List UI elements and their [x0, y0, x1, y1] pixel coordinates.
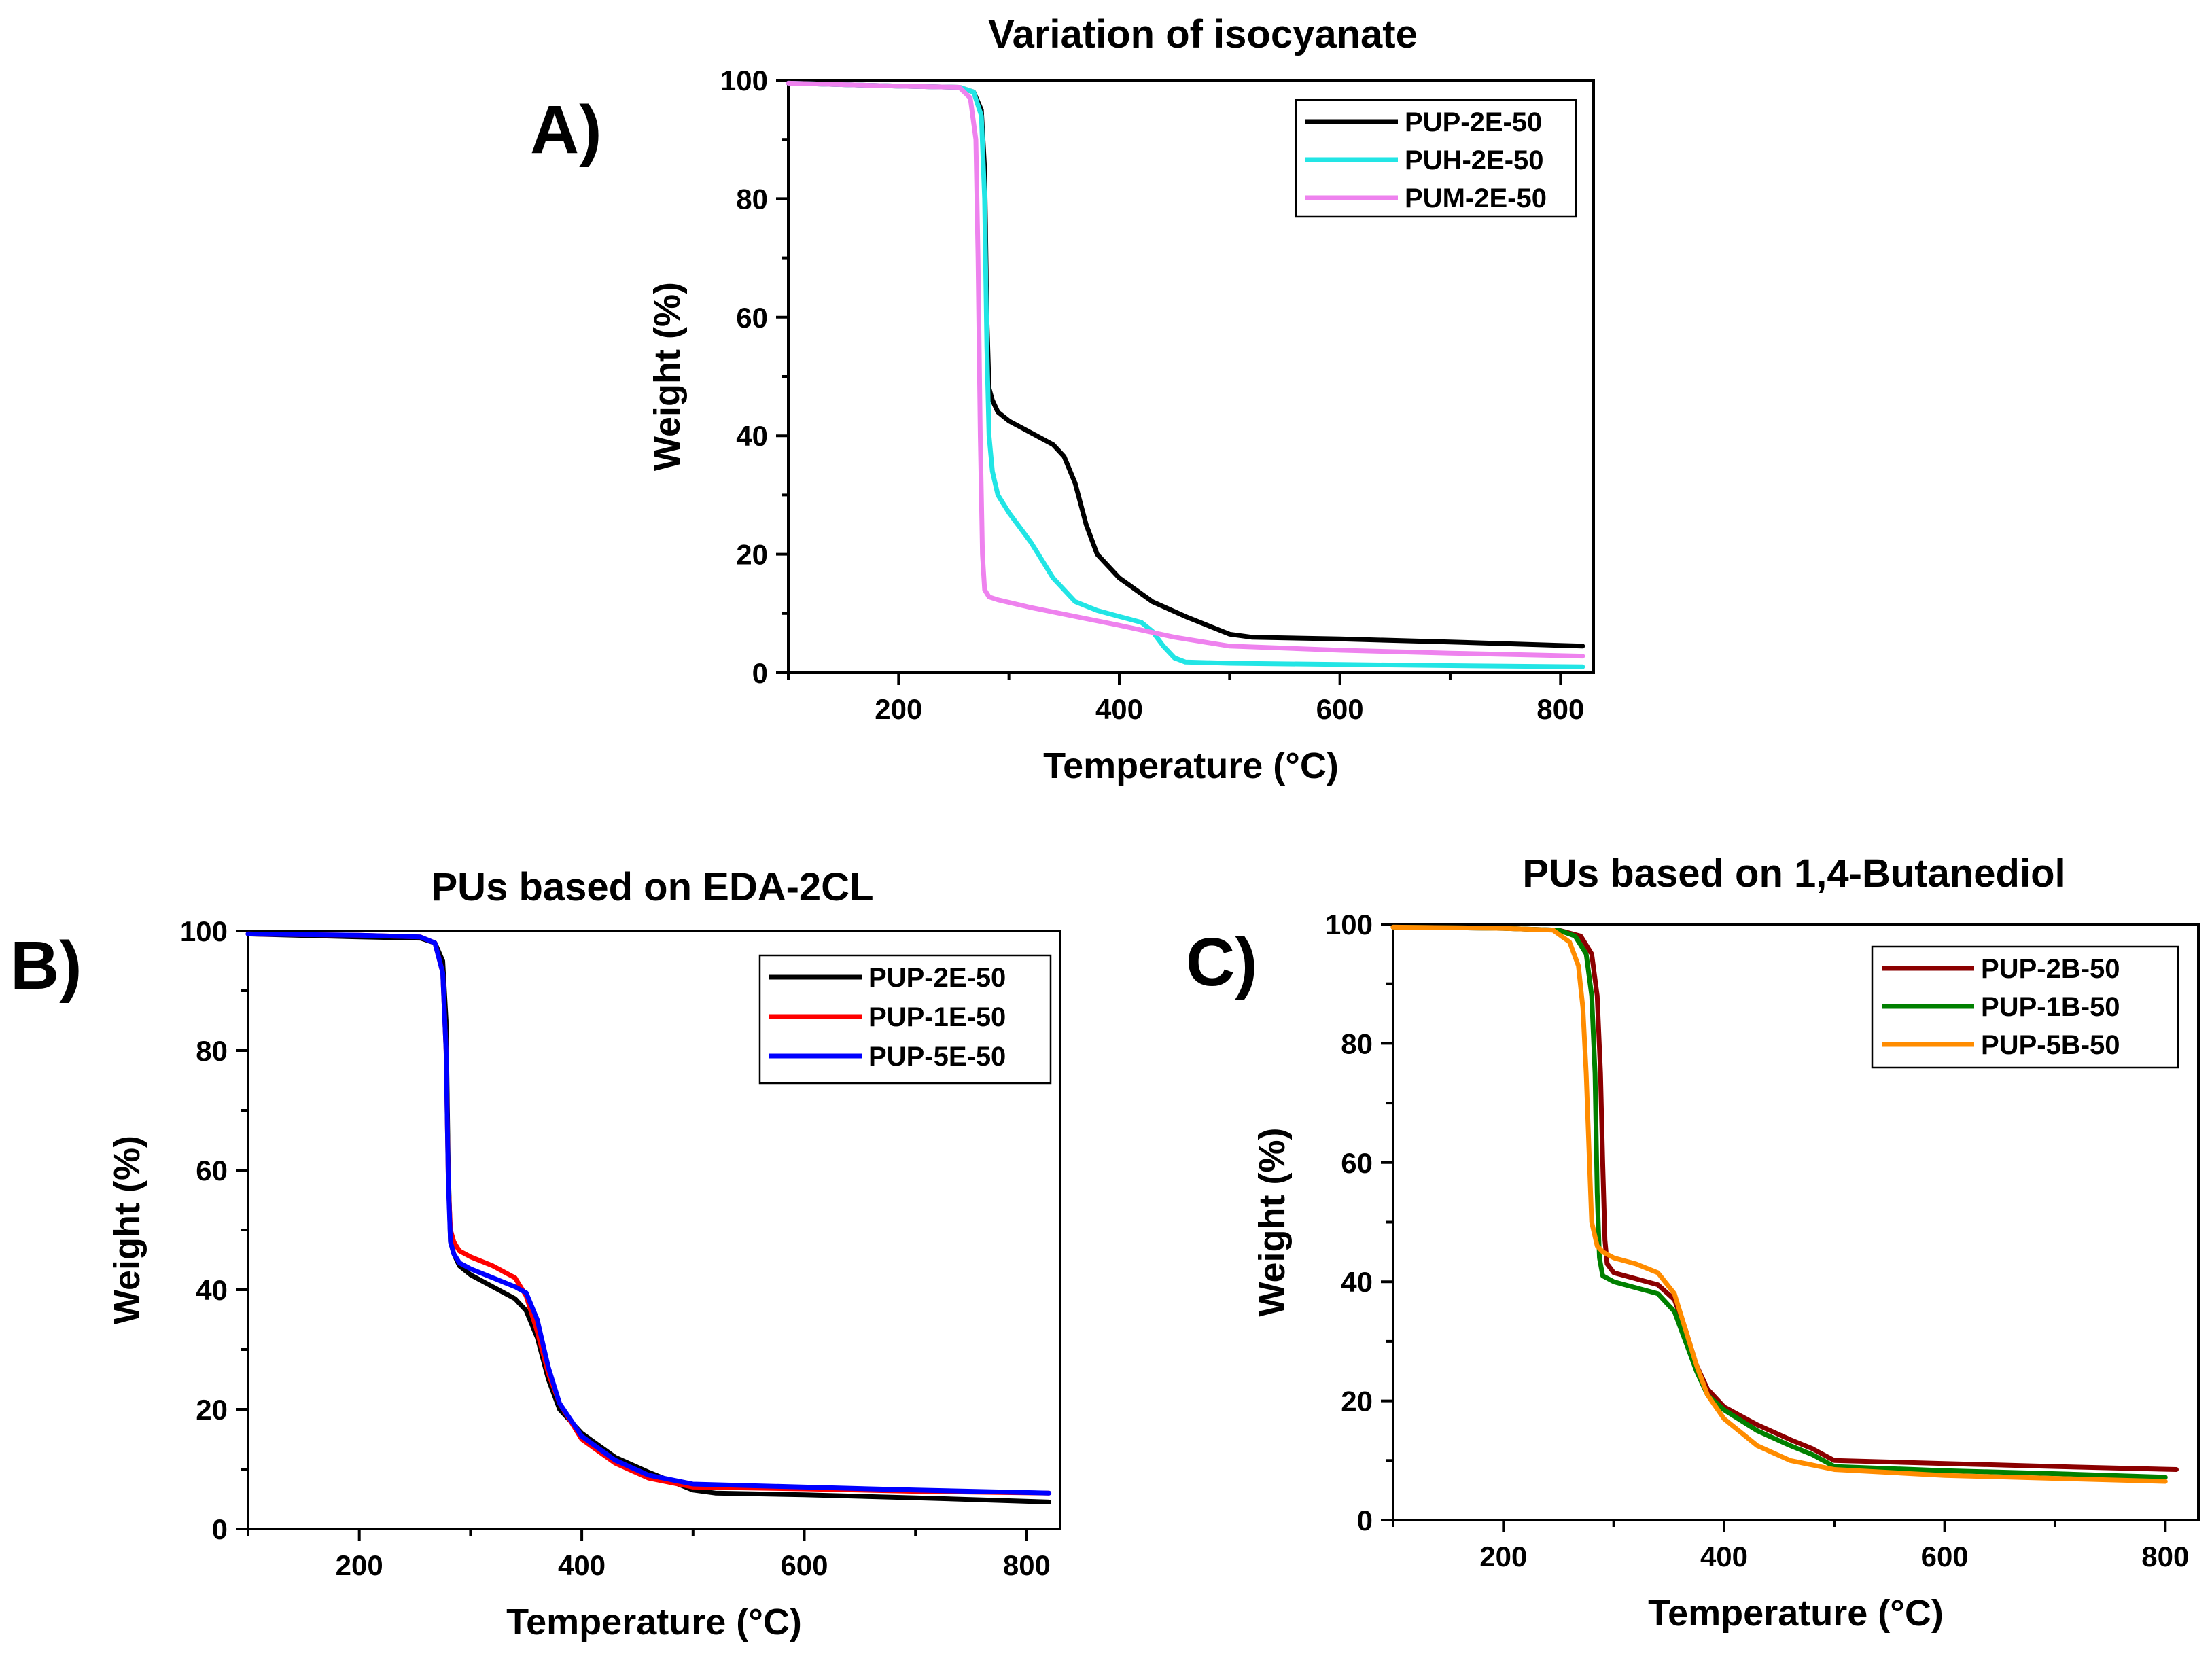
chart-title: PUs based on EDA-2CL: [432, 865, 874, 909]
x-tick-label: 400: [1095, 693, 1143, 725]
x-tick-label: 600: [1921, 1540, 1969, 1572]
y-tick-label: 40: [196, 1274, 228, 1306]
panel-label: C): [1186, 924, 1258, 1000]
x-axis-label: Temperature (°C): [1648, 1593, 1944, 1634]
x-tick-label: 800: [1537, 693, 1584, 725]
series-line-pup-1b-50: [1390, 924, 2168, 1480]
x-axis-label: Temperature (°C): [1043, 745, 1339, 786]
y-tick-label: 80: [196, 1035, 228, 1067]
y-tick-label: 20: [1341, 1386, 1373, 1417]
y-axis-label: Weight (%): [647, 282, 688, 471]
x-tick-label: 800: [1003, 1549, 1051, 1581]
y-tick-label: 80: [1341, 1027, 1373, 1059]
y-axis-label: Weight (%): [107, 1135, 147, 1324]
series-line-pup-5b-50: [1390, 924, 2168, 1484]
panel-label: A): [530, 92, 602, 168]
y-tick-label: 20: [736, 539, 768, 571]
x-axis-label: Temperature (°C): [506, 1602, 802, 1642]
legend-label: PUP-2B-50: [1981, 954, 2120, 984]
legend-label: PUP-5E-50: [868, 1042, 1006, 1072]
y-tick-label: 100: [180, 915, 228, 947]
series-line-pup-2e-50: [245, 931, 1052, 1504]
legend-label: PUP-1B-50: [1981, 992, 2120, 1022]
legend: PUP-2B-50 PUP-1B-50 PUP-5B-50: [1871, 945, 2179, 1069]
series-line-pup-2b-50: [1390, 924, 2179, 1472]
series-line-pup-5e-50: [245, 931, 1052, 1496]
x-tick-label: 400: [558, 1549, 605, 1581]
series-line-pum-2e-50: [786, 80, 1585, 659]
x-tick-label: 200: [875, 693, 922, 725]
y-tick-label: 40: [1341, 1266, 1373, 1298]
y-tick-label: 80: [736, 183, 768, 215]
x-tick-label: 600: [780, 1549, 828, 1581]
panel-label: B): [10, 928, 82, 1004]
x-tick-label: 600: [1316, 693, 1364, 725]
chart-title: PUs based on 1,4-Butanediol: [1522, 851, 2065, 896]
y-tick-label: 40: [736, 420, 768, 452]
x-tick-label: 800: [2141, 1540, 2189, 1572]
legend-label: PUH-2E-50: [1405, 145, 1544, 175]
legend: PUP-2E-50 PUP-1E-50 PUP-5E-50: [758, 954, 1052, 1085]
y-tick-label: 0: [1357, 1504, 1373, 1536]
chart-panel-a: A) Variation of isocyanate 200 400 600 800 0 20…: [530, 12, 1595, 786]
legend-label: PUP-2E-50: [868, 963, 1006, 993]
y-tick-label: 100: [1325, 909, 1373, 940]
y-tick-label: 60: [736, 302, 768, 334]
x-tick-label: 200: [1479, 1540, 1527, 1572]
y-tick-label: 0: [752, 657, 768, 689]
chart-title: Variation of isocyanate: [988, 12, 1418, 56]
y-tick-label: 20: [196, 1394, 228, 1426]
chart-panel-b: B) PUs based on EDA-2CL 200 400 600 800 0 20 40 6…: [10, 865, 1061, 1642]
legend-label: PUP-5B-50: [1981, 1030, 2120, 1060]
y-axis-label: Weight (%): [1252, 1128, 1293, 1317]
legend-label: PUM-2E-50: [1405, 183, 1547, 213]
y-tick-label: 100: [720, 65, 768, 96]
legend-label: PUP-1E-50: [868, 1002, 1006, 1032]
legend: PUP-2E-50 PUH-2E-50 PUM-2E-50: [1295, 99, 1577, 218]
series-line-puh-2e-50: [786, 80, 1585, 669]
x-tick-label: 200: [336, 1549, 383, 1581]
y-tick-label: 60: [1341, 1147, 1373, 1179]
x-tick-label: 400: [1700, 1540, 1748, 1572]
y-tick-label: 0: [212, 1513, 228, 1545]
legend-label: PUP-2E-50: [1405, 107, 1542, 137]
y-tick-label: 60: [196, 1155, 228, 1186]
